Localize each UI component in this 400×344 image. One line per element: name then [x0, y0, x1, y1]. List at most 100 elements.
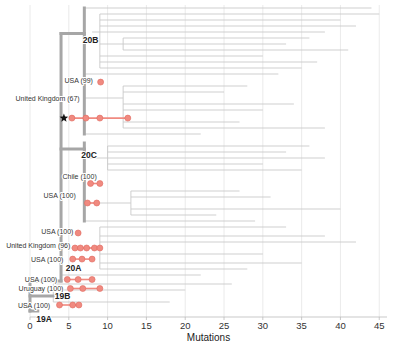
group-label: USA (99) [64, 77, 92, 85]
branch [131, 215, 216, 216]
clade-label: 20B [83, 35, 99, 45]
grid-line [30, 5, 31, 317]
highlight-point [98, 79, 104, 85]
clade-label: 20A [66, 263, 82, 273]
tick-label: 15 [141, 320, 152, 331]
grid-line [262, 5, 263, 317]
highlight-point [89, 256, 95, 262]
grid-line [146, 5, 147, 317]
highlight-point [97, 245, 103, 251]
group-label: United Kingdom (96) [6, 242, 70, 250]
grid-line [185, 5, 186, 317]
highlight-point [56, 302, 62, 308]
branch [84, 8, 371, 9]
branch [108, 146, 310, 147]
tick-label: 10 [102, 320, 113, 331]
highlight-point [75, 277, 81, 283]
backbone [30, 310, 38, 313]
branch [100, 62, 317, 63]
grid-line [107, 5, 108, 317]
branch [84, 98, 123, 99]
highlight-point [84, 200, 90, 206]
tick-label: 45 [374, 320, 385, 331]
branch [100, 68, 302, 69]
highlight-point [64, 277, 70, 283]
highlight-point [97, 115, 103, 121]
group-label: USA (100) [41, 228, 73, 236]
axis-title: Mutations [187, 332, 230, 343]
x-axis: 0 5 10 15 20 25 30 35 40 45 Mutations [27, 5, 387, 343]
branch [61, 275, 201, 276]
tick-label: 40 [335, 320, 346, 331]
highlight-point [97, 286, 103, 292]
highlight-point [79, 256, 85, 262]
branch [100, 56, 263, 57]
chart: 0 5 10 15 20 25 30 35 40 45 Mutations USA (99) Unite… [0, 0, 400, 344]
group-label: USA (100) [18, 302, 50, 310]
group-label: Chile (100) [62, 173, 96, 181]
branch [84, 134, 200, 135]
backbone [61, 32, 84, 35]
branch [108, 170, 302, 171]
branch [92, 32, 325, 33]
branch [100, 242, 356, 243]
branch [108, 152, 287, 153]
branch [84, 221, 255, 222]
branch [108, 158, 325, 159]
branch [100, 227, 286, 228]
tick-label: 0 [27, 320, 32, 331]
highlight-point [70, 256, 76, 262]
branch [108, 164, 263, 165]
branch-link [130, 191, 131, 215]
branch-link [123, 86, 124, 128]
tick-label: 30 [258, 320, 269, 331]
grid-line [301, 5, 302, 317]
group-label: USA (100) [25, 276, 57, 284]
clade-label: 19B [55, 291, 71, 301]
tick-label: 5 [66, 320, 71, 331]
tick-label: 20 [180, 320, 191, 331]
branch [123, 92, 224, 93]
branch [123, 104, 294, 105]
branch [100, 269, 247, 270]
group-label: United Kingdom (67) [15, 95, 79, 103]
branch [100, 254, 263, 255]
branch [123, 50, 348, 51]
branch [131, 191, 240, 192]
highlight-point [75, 230, 81, 236]
branch [84, 203, 131, 204]
branch [123, 128, 325, 129]
branch [100, 14, 379, 15]
backbone [30, 295, 53, 298]
branch [100, 263, 302, 264]
tick-label: 25 [219, 320, 230, 331]
branch [131, 209, 341, 210]
highlight-point [84, 245, 90, 251]
branch [123, 110, 263, 111]
branch [123, 122, 239, 123]
highlight-point [89, 277, 95, 283]
highlight-point [88, 181, 94, 187]
highlight-point [69, 115, 75, 121]
grid-line [379, 5, 380, 317]
highlight-point [97, 181, 103, 187]
branch [100, 236, 325, 237]
branch [123, 86, 247, 87]
branch-link [107, 146, 108, 170]
axis-line [30, 317, 387, 318]
branch [100, 44, 286, 45]
highlight-point [94, 200, 100, 206]
branch-link [123, 38, 124, 50]
highlight-point [77, 245, 83, 251]
group-label: USA (100) [43, 192, 75, 200]
highlight-point [70, 302, 76, 308]
tick-label: 35 [296, 320, 307, 331]
branch [131, 197, 271, 198]
branch [53, 284, 232, 285]
branch [123, 38, 309, 39]
branch [84, 74, 278, 75]
branch [100, 20, 341, 21]
highlight-point [91, 245, 97, 251]
highlight-point [72, 245, 78, 251]
tree [30, 8, 379, 311]
